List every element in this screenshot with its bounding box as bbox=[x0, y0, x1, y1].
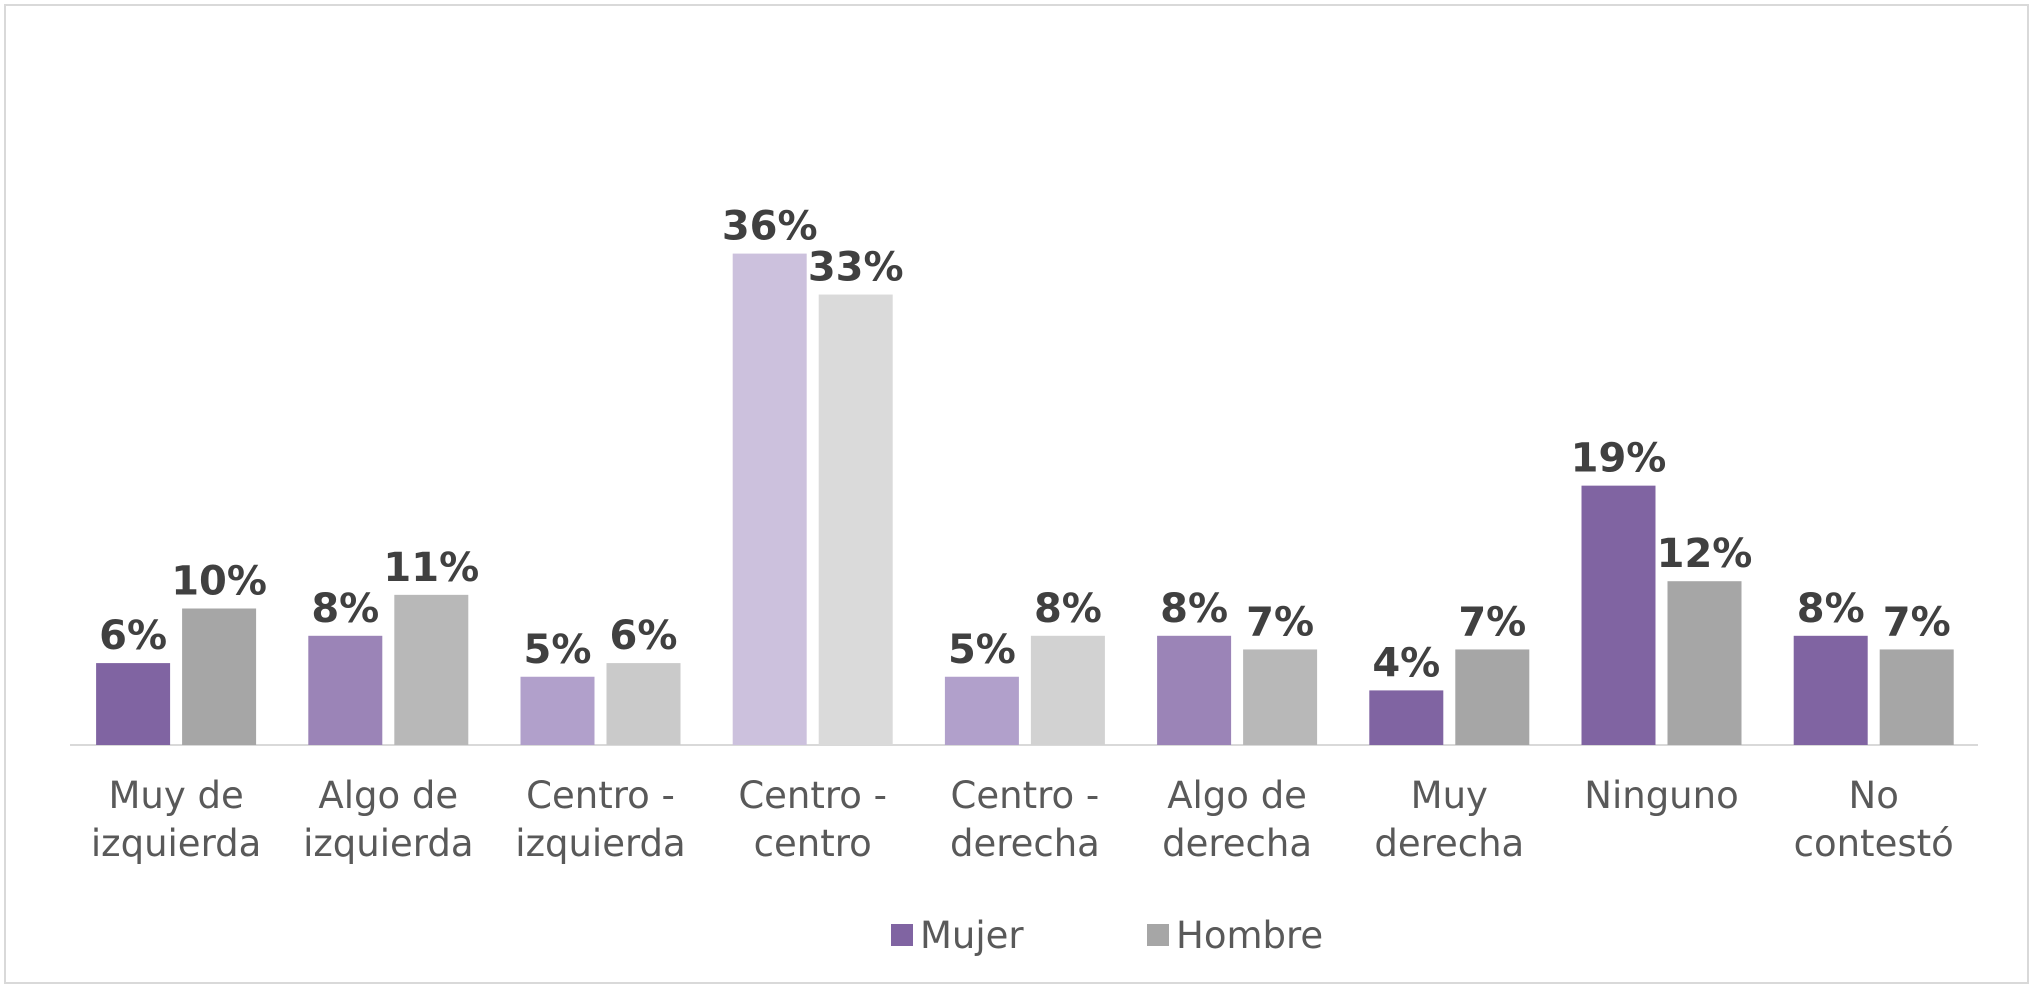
data-label-hombre-algo-de-izquierda: 11% bbox=[383, 545, 479, 591]
data-label-hombre-muy-derecha: 7% bbox=[1458, 599, 1526, 645]
data-label-mujer-centro-centro: 36% bbox=[722, 204, 818, 250]
data-label-mujer-centro-derecha: 5% bbox=[948, 627, 1016, 673]
category-label-centro-derecha: Centro -derecha bbox=[950, 774, 1100, 865]
legend: Mujer Hombre bbox=[891, 914, 1323, 957]
bar-mujer-muy-derecha bbox=[1369, 690, 1444, 745]
category-label-muy-de-izquierda: Muy de izquierda bbox=[91, 774, 261, 865]
data-label-mujer-no-contesto: 8% bbox=[1797, 586, 1865, 632]
bar-hombre-centro-izquierda bbox=[606, 663, 681, 745]
bar-hombre-ninguno bbox=[1667, 581, 1742, 745]
bar-hombre-muy-de-izquierda bbox=[182, 608, 257, 745]
bar-mujer-algo-de-derecha bbox=[1157, 635, 1232, 745]
category-label-algo-de-derecha: Algo de derecha bbox=[1162, 774, 1312, 865]
bar-hombre-no-contesto bbox=[1879, 649, 1954, 745]
legend-label-hombre: Hombre bbox=[1176, 914, 1323, 957]
data-label-hombre-centro-centro: 33% bbox=[808, 245, 904, 291]
bar-mujer-centro-derecha bbox=[944, 676, 1019, 745]
legend-swatch-hombre bbox=[1147, 924, 1169, 946]
category-label-centro-centro: Centro -centro bbox=[738, 774, 887, 865]
data-label-mujer-muy-derecha: 4% bbox=[1372, 640, 1440, 686]
bar-hombre-centro-derecha bbox=[1030, 635, 1105, 745]
bar-hombre-algo-de-derecha bbox=[1243, 649, 1318, 745]
bar-mujer-centro-centro bbox=[732, 253, 807, 745]
bar-mujer-no-contesto bbox=[1793, 635, 1868, 745]
data-label-hombre-no-contesto: 7% bbox=[1883, 599, 1951, 645]
data-label-hombre-centro-izquierda: 6% bbox=[610, 613, 678, 659]
data-label-mujer-centro-izquierda: 5% bbox=[524, 627, 592, 673]
category-label-no-contesto: No contestó bbox=[1794, 774, 1954, 865]
bar-mujer-muy-de-izquierda bbox=[96, 663, 171, 745]
data-label-mujer-ninguno: 19% bbox=[1571, 436, 1667, 482]
chart-frame bbox=[4, 4, 2029, 984]
bar-mujer-algo-de-izquierda bbox=[308, 635, 383, 745]
data-label-mujer-algo-de-izquierda: 8% bbox=[311, 586, 379, 632]
data-label-hombre-centro-derecha: 8% bbox=[1034, 586, 1102, 632]
data-label-hombre-ninguno: 12% bbox=[1657, 531, 1753, 577]
bar-mujer-ninguno bbox=[1581, 485, 1656, 745]
data-label-mujer-algo-de-derecha: 8% bbox=[1160, 586, 1228, 632]
category-label-ninguno: Ninguno bbox=[1584, 774, 1738, 817]
legend-label-mujer: Mujer bbox=[920, 914, 1024, 957]
bar-hombre-algo-de-izquierda bbox=[394, 594, 469, 745]
bar-hombre-centro-centro bbox=[818, 294, 893, 745]
bar-mujer-centro-izquierda bbox=[520, 676, 595, 745]
bar-hombre-muy-derecha bbox=[1455, 649, 1530, 745]
legend-swatch-mujer bbox=[891, 924, 913, 946]
category-label-centro-izquierda: Centro -izquierda bbox=[515, 774, 685, 865]
data-label-hombre-muy-de-izquierda: 10% bbox=[171, 559, 267, 605]
data-label-hombre-algo-de-derecha: 7% bbox=[1246, 599, 1314, 645]
data-label-mujer-muy-de-izquierda: 6% bbox=[99, 613, 167, 659]
category-label-muy-derecha: Muy derecha bbox=[1374, 774, 1524, 865]
category-label-algo-de-izquierda: Algo de izquierda bbox=[303, 774, 473, 865]
